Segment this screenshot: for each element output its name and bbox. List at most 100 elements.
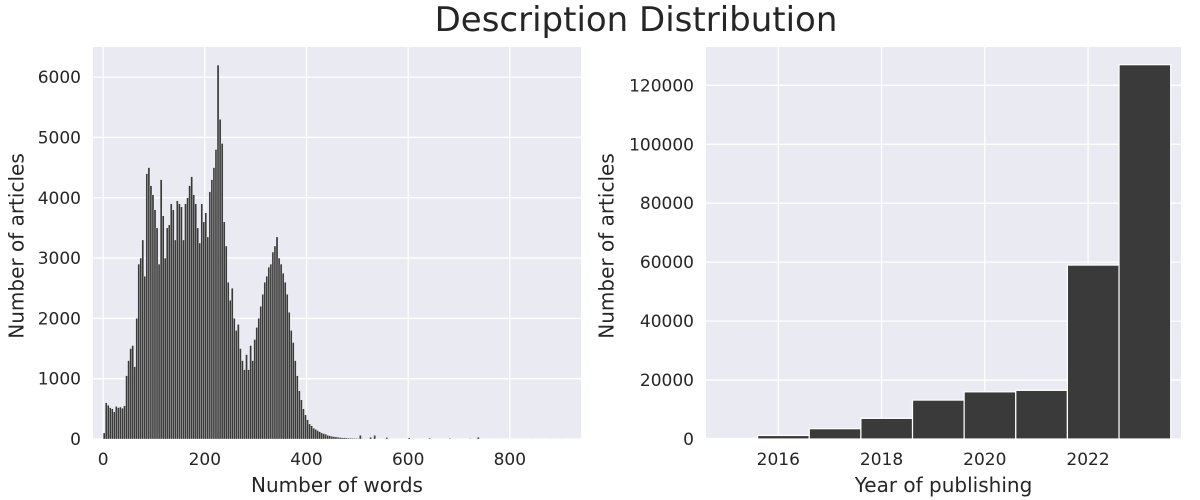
histogram-bar [255, 327, 258, 440]
x-tick-label: 2022 [1066, 450, 1109, 470]
histogram-bar [428, 437, 431, 440]
histogram-bar [283, 282, 287, 440]
histogram-bar [186, 197, 189, 440]
histogram-bar [705, 437, 759, 440]
histogram-bar [359, 435, 362, 440]
histogram-bar [222, 221, 226, 440]
histogram-bar [168, 224, 171, 440]
histogram-bar [127, 360, 130, 440]
histogram-bar [330, 436, 334, 440]
histogram-bar [196, 227, 199, 440]
histogram-bar [155, 227, 159, 440]
histogram-bar [153, 209, 157, 440]
histogram-bar [115, 406, 118, 440]
histogram-bar [157, 263, 161, 440]
histogram-bar [340, 437, 344, 440]
histogram-bar [290, 330, 293, 440]
histogram-bar [245, 354, 248, 440]
histogram-bar [105, 402, 108, 440]
histogram-bar [963, 391, 1017, 440]
histogram-bar [808, 428, 862, 440]
histogram-bar [225, 245, 228, 440]
x-axis-label-left: Number of words [251, 473, 423, 497]
histogram-bar [273, 245, 277, 440]
histogram-bar [860, 417, 914, 440]
histogram-bar [304, 414, 307, 440]
histogram-bar [267, 266, 271, 440]
histogram-bar [235, 330, 238, 440]
histogram-bar [247, 369, 250, 440]
histogram-bar [336, 437, 340, 440]
histogram-bar [172, 209, 175, 440]
histogram-bar [198, 242, 201, 440]
histogram-bar [119, 406, 122, 440]
histogram-bar [113, 411, 116, 440]
histogram-bar [188, 185, 191, 440]
y-axis-label-left: Number of articles [5, 153, 29, 339]
histogram-bar [190, 176, 193, 440]
histogram-bar [1015, 389, 1069, 440]
histogram-bar [269, 263, 273, 440]
histogram-bar [257, 318, 260, 440]
histogram-bar [164, 257, 167, 440]
histogram-bar [302, 408, 305, 440]
y-tick-label: 60000 [640, 253, 694, 273]
histogram-bar [178, 203, 181, 440]
histogram-bar [200, 203, 203, 440]
histogram-bar [174, 239, 177, 440]
histogram-bar [218, 119, 222, 440]
histogram-bar [121, 408, 124, 440]
x-axis-label-right: Year of publishing [854, 473, 1033, 497]
y-tick-label: 1000 [38, 370, 81, 390]
histogram-bar [312, 427, 315, 440]
histogram-bar [328, 435, 332, 440]
histogram-bar [135, 318, 138, 440]
histogram-bar [166, 227, 169, 440]
y-tick-label: 4000 [38, 189, 81, 209]
x-tick-label: 2020 [963, 450, 1006, 470]
histogram-bar [288, 312, 291, 440]
word-count-histogram: 0 200 400 600 800 0100020003000400050006000 … [5, 47, 581, 497]
histogram-bar [347, 437, 350, 440]
histogram-bar [129, 348, 132, 440]
histogram-bar [182, 239, 185, 440]
histogram-bar [369, 437, 372, 440]
histogram-bar [109, 407, 112, 440]
histogram-bar [314, 429, 317, 440]
y-tick-label: 6000 [38, 68, 81, 88]
y-tick-label: 0 [683, 430, 694, 450]
y-tick-label: 0 [70, 430, 81, 450]
histogram-bar [332, 436, 336, 440]
histogram-bar [265, 276, 269, 440]
histogram-bar [306, 419, 309, 440]
histogram-bar [277, 257, 281, 440]
histogram-bar [294, 360, 297, 440]
x-tick-label: 2016 [757, 450, 800, 470]
histogram-bar [227, 282, 230, 440]
histogram-bar [149, 185, 153, 440]
histogram-bar [241, 360, 244, 440]
histogram-bar [239, 348, 242, 440]
histogram-bar [214, 149, 218, 440]
histogram-bar [263, 282, 266, 440]
histogram-bar [202, 221, 205, 440]
histogram-bar [123, 405, 126, 440]
histogram-bar [300, 399, 303, 440]
x-tick-label: 600 [392, 450, 424, 470]
x-tick-label: 800 [494, 450, 526, 470]
year-histogram: 2016 2018 2020 2022 0 20000 40000 60000 80000 10… [595, 47, 1181, 497]
histogram-bar [145, 173, 149, 440]
histogram-bar [477, 437, 480, 440]
histogram-bar [253, 339, 256, 440]
histogram-bar [210, 179, 214, 440]
bars-right [705, 64, 1172, 440]
histogram-bar [338, 437, 342, 440]
y-tick-label: 80000 [640, 194, 694, 214]
histogram-bar [344, 437, 348, 440]
x-ticks-right: 2016 2018 2020 2022 [757, 450, 1110, 470]
y-tick-label: 100000 [629, 135, 694, 155]
histogram-bar [184, 203, 187, 440]
y-ticks-left: 0 1000 2000 3000 4000 5000 6000 [38, 68, 81, 450]
histogram-bar [385, 437, 388, 440]
